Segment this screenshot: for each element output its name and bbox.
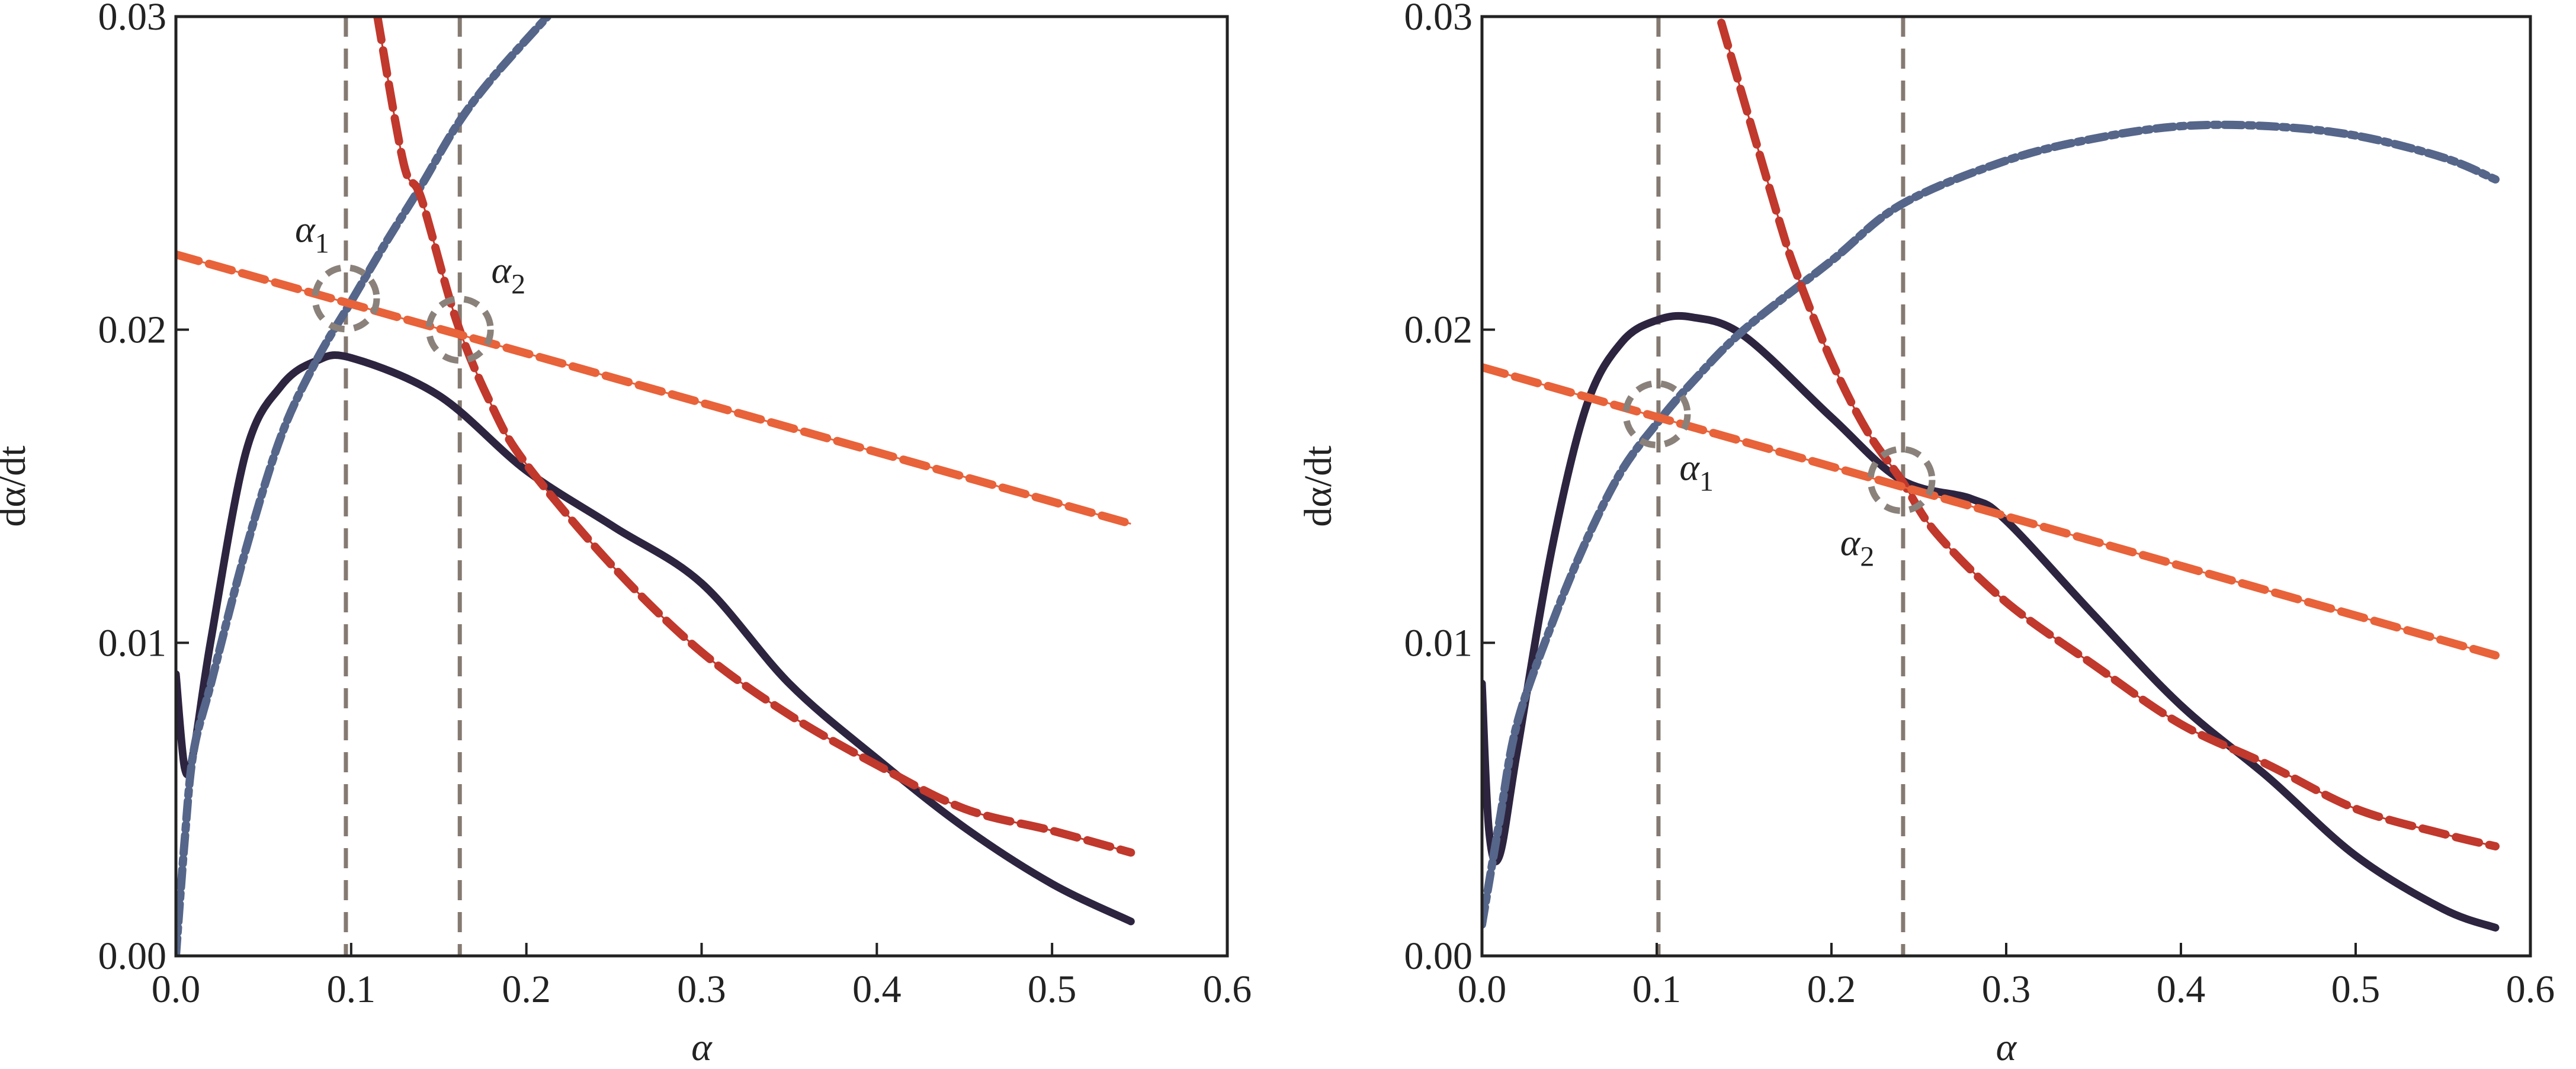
series-line-red-model [1717,18,2500,850]
x-tick-label: 0.1 [1632,968,1682,1011]
plot-area [1482,17,2500,956]
x-tick-label: 0.3 [1982,968,2031,1011]
y-axis-label: dα/dt [1297,445,1340,527]
annotation-circle [1622,380,1691,448]
annotation-subscript: 2 [1860,541,1874,572]
plot-area [176,17,1135,956]
x-tick-label: 0.2 [1807,968,1856,1011]
x-tick-label: 0.6 [2506,968,2555,1011]
annotation-subscript: 2 [511,268,525,300]
annotation-symbol: α [1840,521,1861,563]
series-line-blue-model-thin [176,17,548,956]
y-tick-label: 0.03 [1404,0,1473,38]
series-line-red-model-thin [1720,23,2496,848]
x-tick-label: 0.2 [502,968,551,1011]
annotation-symbol: α [1679,446,1700,488]
x-tick-label: 0.4 [2157,968,2206,1011]
series-line-experimental [1482,312,2500,932]
series-line-experimental [176,351,1135,926]
x-tick-label: 0.6 [1203,968,1252,1011]
annotation-circle [425,296,494,364]
annotation-label: α2 [492,249,526,300]
annotation-circle [1867,445,1936,514]
y-tick-label: 0.03 [98,0,167,38]
x-tick-label: 0.5 [1028,968,1077,1011]
x-tick-label: 0.1 [327,968,376,1011]
y-tick-label: 0.01 [1404,621,1473,664]
y-tick-label: 0.02 [98,309,167,352]
x-tick-label: 0.4 [852,968,902,1011]
annotation-label: α1 [1679,446,1714,497]
series-line-orange-model [176,250,1135,528]
y-tick-label: 0.00 [1404,935,1473,978]
plot-frame [174,15,1229,958]
annotation-subscript: 1 [315,228,329,259]
x-tick-label: 0.0 [1458,968,1507,1011]
annotation-label: α1 [295,208,329,259]
annotation-label: α2 [1840,521,1875,572]
y-tick-label: 0.01 [98,621,167,664]
series-line-red-model [373,17,1135,857]
x-tick-label: 0.3 [677,968,726,1011]
annotation-symbol: α [492,249,512,291]
y-tick-label: 0.00 [98,935,167,978]
series-line-blue-model [176,17,552,956]
x-axis-label: α [691,1026,713,1069]
x-axis-label: α [1996,1026,2017,1069]
x-tick-label: 0.0 [152,968,201,1011]
annotation-subscript: 1 [1699,466,1714,497]
y-tick-label: 0.02 [1404,309,1473,352]
x-tick-label: 0.5 [2331,968,2381,1011]
y-axis-label: dα/dt [0,445,34,527]
annotation-symbol: α [295,208,316,251]
annotation-circle [312,264,380,333]
series-line-orange-model [1482,363,2500,660]
